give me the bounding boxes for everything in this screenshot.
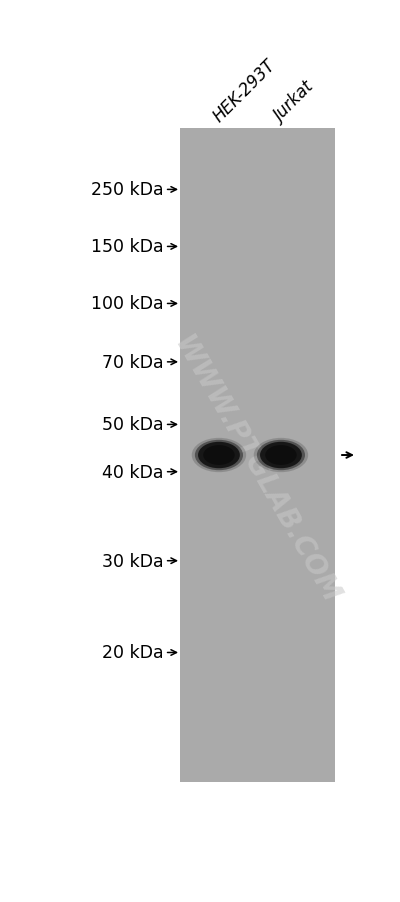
Ellipse shape <box>257 440 305 471</box>
Text: 20 kDa: 20 kDa <box>102 644 163 662</box>
Ellipse shape <box>265 446 297 465</box>
Bar <box>180 129 335 782</box>
Ellipse shape <box>198 442 240 469</box>
Ellipse shape <box>254 438 308 473</box>
Text: 100 kDa: 100 kDa <box>90 295 163 313</box>
Text: 30 kDa: 30 kDa <box>102 552 163 570</box>
Text: HEK-293T: HEK-293T <box>209 56 279 125</box>
Text: 70 kDa: 70 kDa <box>102 354 163 372</box>
Ellipse shape <box>260 442 302 469</box>
Text: 40 kDa: 40 kDa <box>102 464 163 481</box>
Ellipse shape <box>203 446 235 465</box>
Ellipse shape <box>195 440 243 471</box>
Text: 250 kDa: 250 kDa <box>90 181 163 199</box>
Text: 50 kDa: 50 kDa <box>102 416 163 434</box>
Text: 150 kDa: 150 kDa <box>90 238 163 256</box>
Text: WWW.PTGLAB.COM: WWW.PTGLAB.COM <box>168 331 344 608</box>
Ellipse shape <box>192 438 246 473</box>
Text: Jurkat: Jurkat <box>271 78 318 125</box>
